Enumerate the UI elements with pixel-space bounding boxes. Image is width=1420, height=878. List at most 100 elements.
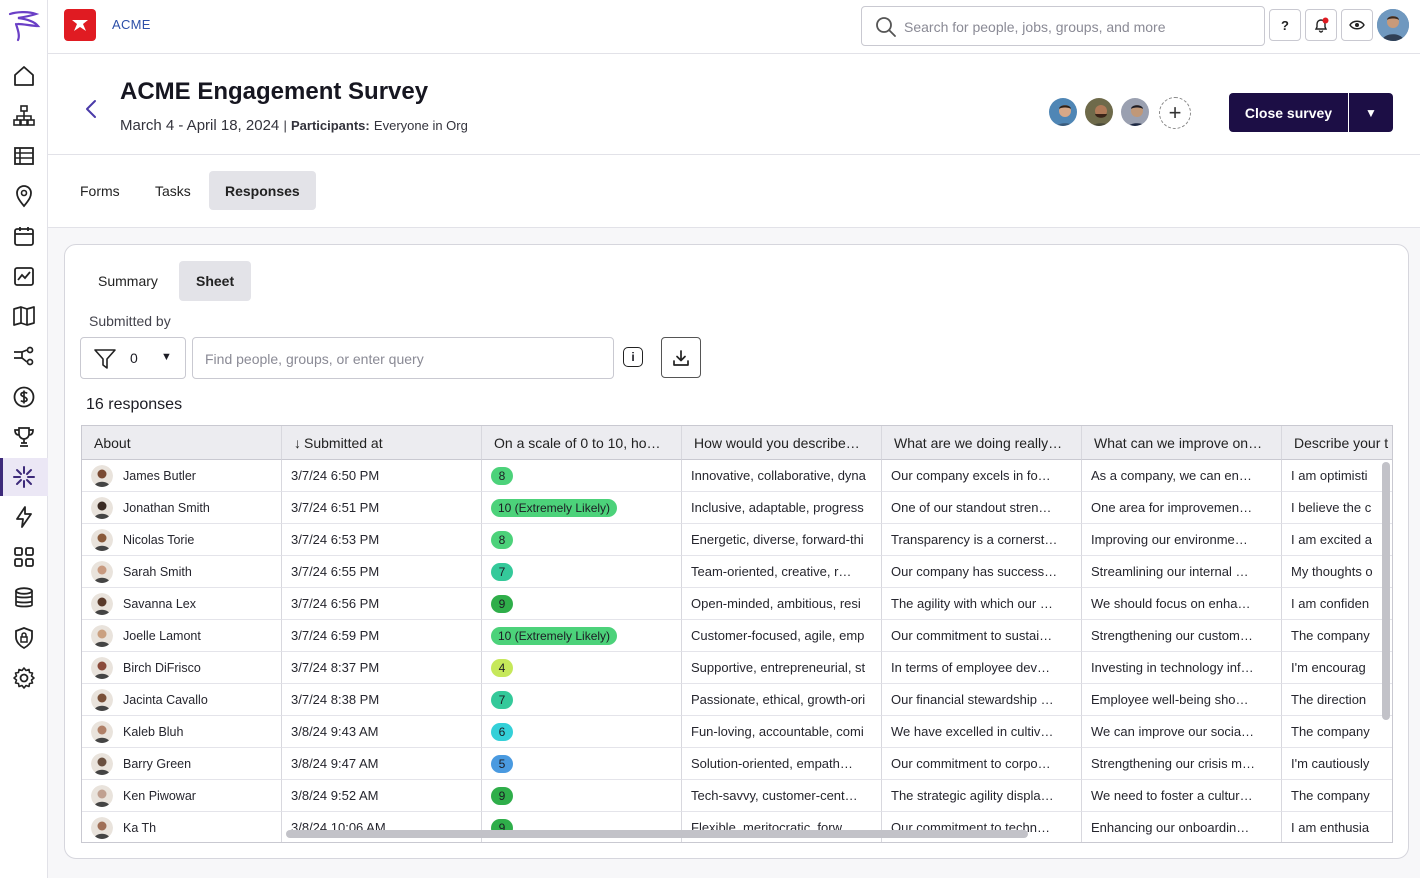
table-row[interactable]: Savanna Lex 3/7/24 6:56 PM 9 Open-minded, a… [82, 588, 1392, 620]
score-cell[interactable]: 5 [482, 748, 682, 780]
feel-cell[interactable]: I am optimisti [1282, 460, 1392, 492]
close-survey-button[interactable]: Close survey [1229, 93, 1348, 132]
tab-responses[interactable]: Responses [209, 171, 316, 210]
doing-well-cell[interactable]: The agility with which our … [882, 588, 1082, 620]
query-input[interactable] [205, 349, 605, 369]
about-cell[interactable]: Sarah Smith [82, 556, 282, 588]
feel-cell[interactable]: I am confiden [1282, 588, 1392, 620]
improve-cell[interactable]: Employee well-being sho… [1082, 684, 1282, 716]
doing-well-cell[interactable]: Our commitment to techn… [882, 812, 1082, 842]
score-cell[interactable]: 9 [482, 780, 682, 812]
describe-cell[interactable]: Open-minded, ambitious, resi [682, 588, 882, 620]
subtab-sheet[interactable]: Sheet [179, 261, 252, 301]
company-name[interactable]: ACME [112, 17, 151, 32]
add-collaborator-button[interactable]: + [1159, 97, 1191, 129]
workflow-icon[interactable] [12, 344, 36, 368]
column-header-submitted-at[interactable]: ↓ Submitted at [282, 426, 482, 460]
describe-cell[interactable]: Energetic, diverse, forward-thi [682, 524, 882, 556]
score-cell[interactable]: 10 (Extremely Likely) [482, 492, 682, 524]
about-cell[interactable]: Barry Green [82, 748, 282, 780]
dollar-icon[interactable] [12, 385, 36, 409]
back-arrow-icon[interactable] [82, 98, 102, 120]
column-header-describe[interactable]: How would you describe… [682, 426, 882, 460]
trophy-icon[interactable] [12, 425, 36, 449]
score-cell[interactable]: 6 [482, 716, 682, 748]
table-row[interactable]: Ka Th 3/8/24 10:06 AM 9 Flexible, meritocra… [82, 812, 1392, 842]
global-search[interactable] [861, 6, 1265, 46]
doing-well-cell[interactable]: Our financial stewardship … [882, 684, 1082, 716]
submitted-at-cell[interactable]: 3/7/24 6:59 PM [282, 620, 482, 652]
collaborator-avatar[interactable] [1047, 96, 1079, 128]
describe-cell[interactable]: Tech-savvy, customer-cent… [682, 780, 882, 812]
about-cell[interactable]: Birch DiFrisco [82, 652, 282, 684]
column-header-about[interactable]: About [82, 426, 282, 460]
vertical-scrollbar[interactable] [1382, 462, 1390, 720]
lightning-icon[interactable] [12, 505, 36, 529]
table-row[interactable]: Sarah Smith 3/7/24 6:55 PM 7 Team-oriented,… [82, 556, 1392, 588]
app-logo-icon[interactable] [6, 8, 42, 42]
close-survey-dropdown-button[interactable]: ▼ [1349, 93, 1393, 132]
table-row[interactable]: Jacinta Cavallo 3/7/24 8:38 PM 7 Passionate… [82, 684, 1392, 716]
doing-well-cell[interactable]: The strategic agility displa… [882, 780, 1082, 812]
notifications-button[interactable] [1305, 9, 1337, 41]
query-field[interactable] [192, 337, 614, 379]
tab-tasks[interactable]: Tasks [155, 182, 191, 199]
feel-cell[interactable]: I'm cautiously [1282, 748, 1392, 780]
improve-cell[interactable]: Streamlining our internal … [1082, 556, 1282, 588]
database-icon[interactable] [12, 586, 36, 610]
submitted-at-cell[interactable]: 3/8/24 9:43 AM [282, 716, 482, 748]
table-row[interactable]: Ken Piwowar 3/8/24 9:52 AM 9 Tech-savvy, cu… [82, 780, 1392, 812]
describe-cell[interactable]: Solution-oriented, empath… [682, 748, 882, 780]
describe-cell[interactable]: Team-oriented, creative, r… [682, 556, 882, 588]
submitted-at-cell[interactable]: 3/8/24 10:06 AM [282, 812, 482, 842]
submitted-at-cell[interactable]: 3/7/24 6:56 PM [282, 588, 482, 620]
doing-well-cell[interactable]: In terms of employee dev… [882, 652, 1082, 684]
download-button[interactable] [661, 337, 701, 378]
describe-cell[interactable]: Flexible, meritocratic, forw [682, 812, 882, 842]
score-cell[interactable]: 7 [482, 556, 682, 588]
score-cell[interactable]: 8 [482, 524, 682, 556]
help-button[interactable]: ? [1269, 9, 1301, 41]
gear-icon[interactable] [12, 666, 36, 690]
improve-cell[interactable]: One area for improvemen… [1082, 492, 1282, 524]
preview-button[interactable] [1341, 9, 1373, 41]
score-cell[interactable]: 10 (Extremely Likely) [482, 620, 682, 652]
score-cell[interactable]: 9 [482, 588, 682, 620]
tab-forms[interactable]: Forms [80, 182, 120, 199]
submitted-at-cell[interactable]: 3/7/24 8:37 PM [282, 652, 482, 684]
score-cell[interactable]: 8 [482, 460, 682, 492]
improve-cell[interactable]: We need to foster a cultur… [1082, 780, 1282, 812]
book-icon[interactable] [12, 304, 36, 328]
apps-grid-icon[interactable] [12, 545, 36, 569]
column-header-feel[interactable]: Describe your t [1282, 426, 1392, 460]
about-cell[interactable]: James Butler [82, 460, 282, 492]
info-icon[interactable]: i [623, 347, 643, 367]
about-cell[interactable]: Nicolas Torie [82, 524, 282, 556]
submitted-at-cell[interactable]: 3/7/24 6:55 PM [282, 556, 482, 588]
doing-well-cell[interactable]: One of our standout stren… [882, 492, 1082, 524]
feel-cell[interactable]: I'm encourag [1282, 652, 1392, 684]
table-row[interactable]: Jonathan Smith 3/7/24 6:51 PM 10 (Extremel… [82, 492, 1392, 524]
score-cell[interactable]: 4 [482, 652, 682, 684]
improve-cell[interactable]: Strengthening our custom… [1082, 620, 1282, 652]
table-row[interactable]: Kaleb Bluh 3/8/24 9:43 AM 6 Fun-loving, acc… [82, 716, 1392, 748]
analytics-icon[interactable] [12, 264, 36, 288]
doing-well-cell[interactable]: Our commitment to sustai… [882, 620, 1082, 652]
column-header-score[interactable]: On a scale of 0 to 10, ho… [482, 426, 682, 460]
submitted-at-cell[interactable]: 3/7/24 8:38 PM [282, 684, 482, 716]
submitted-at-cell[interactable]: 3/8/24 9:52 AM [282, 780, 482, 812]
feel-cell[interactable]: I believe the c [1282, 492, 1392, 524]
table-row[interactable]: James Butler 3/7/24 6:50 PM 8 Innovative, c… [82, 460, 1392, 492]
doing-well-cell[interactable]: Our commitment to corpo… [882, 748, 1082, 780]
collaborator-avatar[interactable] [1119, 96, 1151, 128]
about-cell[interactable]: Jacinta Cavallo [82, 684, 282, 716]
score-cell[interactable]: 9 [482, 812, 682, 842]
table-row[interactable]: Barry Green 3/8/24 9:47 AM 5 Solution-orien… [82, 748, 1392, 780]
sparkle-surveys-icon[interactable] [12, 465, 36, 489]
table-row[interactable]: Joelle Lamont 3/7/24 6:59 PM 10 (Extremely… [82, 620, 1392, 652]
about-cell[interactable]: Savanna Lex [82, 588, 282, 620]
filter-button[interactable]: 0 ▼ [80, 337, 186, 379]
feel-cell[interactable]: I am excited a [1282, 524, 1392, 556]
describe-cell[interactable]: Passionate, ethical, growth-ori [682, 684, 882, 716]
submitted-at-cell[interactable]: 3/7/24 6:50 PM [282, 460, 482, 492]
